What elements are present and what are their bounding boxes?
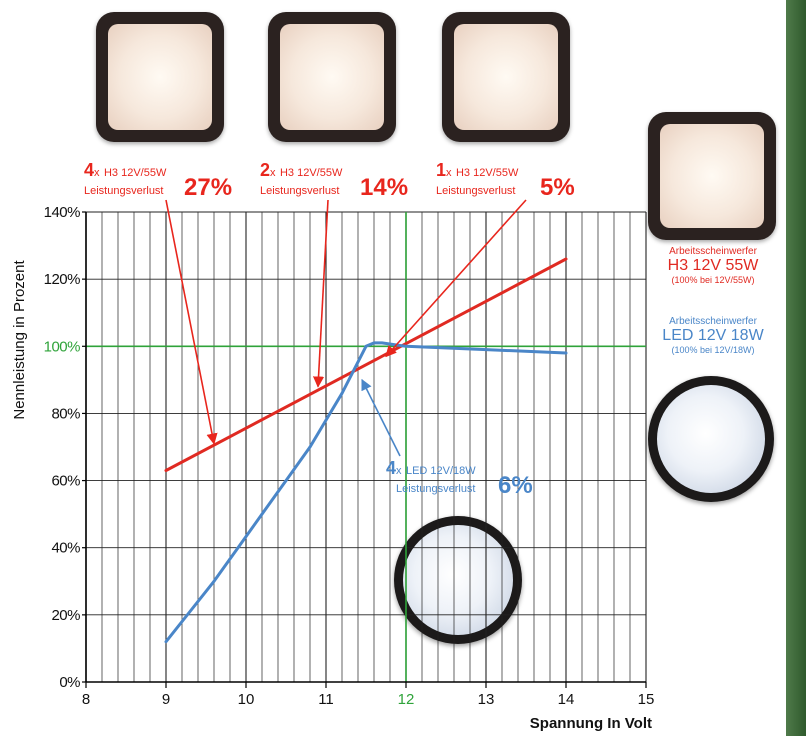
annotation-1x-h3: 1x H3 12V/55W Leistungsverlust 5% [436,160,575,201]
round-led-lamp-icon [394,516,522,644]
axes [85,212,646,683]
annotation-4x-h3: 4x H3 12V/55W Leistungsverlust 27% [84,160,233,201]
legend-note: (100% bei 12V/55W) [671,275,755,285]
side-strip [786,0,806,736]
annotation-loss-label: Leistungsverlust [84,185,164,197]
round-led-lamp-icon [648,376,774,502]
y-tick-label: 20% [51,607,80,624]
legend-led: Arbeitsscheinwerfer LED 12V 18W (100% be… [640,316,786,355]
x-tick-label: 8 [82,691,90,708]
annotation-count: 2 [260,160,271,180]
y-tick-label: 100% [44,338,81,355]
x-tick-label: 9 [162,691,170,708]
y-tick-label: 80% [51,405,80,422]
annotation-model: H3 12V/55W [103,167,167,179]
x-tick-label: 11 [318,691,334,708]
annotation-arrow [385,199,527,358]
annotation-arrows [165,199,527,457]
annotation-count: 4 [84,160,95,180]
x-tick-label: 15 [638,691,655,708]
square-halogen-lamp-icon [268,12,396,142]
annotation-model: LED 12V/18W [405,465,476,477]
annotation-value: 6% [498,472,533,499]
annotation-4x-led: 4x LED 12V/18W Leistungsverlust 6% [386,458,533,499]
annotation-loss-label: Leistungsverlust [436,185,516,197]
legend-h3: Arbeitsscheinwerfer H3 12V 55W (100% bei… [640,246,786,285]
grid [85,211,647,683]
y-tick-label: 40% [51,540,80,557]
legend-caption: Arbeitsscheinwerfer [669,316,757,327]
annotation-arrow [165,199,218,445]
tick-labels: 8 9 10 11 12 13 14 15 0% 20% 40% 60% 80% 100% 120% 140% [44,204,655,708]
annotation-2x-h3: 2x H3 12V/55W Leistungsverlust 14% [260,160,409,201]
annotation-value: 5% [540,174,575,201]
annotation-count: 4 [386,458,397,478]
annotation-loss-label: Leistungsverlust [396,483,476,495]
annotation-value: 14% [360,174,409,201]
legend-note: (100% bei 12V/18W) [671,345,755,355]
legend-model: H3 12V 55W [667,257,759,274]
annotation-arrow [312,199,329,388]
x-tick-label: 14 [558,691,575,708]
annotation-value: 27% [184,174,233,201]
annotation-count: 1 [436,160,447,180]
annotation-model: H3 12V/55W [279,167,343,179]
square-halogen-lamp-icon [648,112,776,240]
x-tick-label: 12 [398,691,415,708]
series-line-led [164,341,568,644]
annotation-model: H3 12V/55W [455,167,519,179]
square-halogen-lamp-icon [442,12,570,142]
annotation-arrow [361,378,401,457]
series-line-h3 [164,257,568,472]
reference-lines [86,212,646,682]
y-tick-label: 60% [51,473,80,490]
x-axis-label: Spannung In Volt [530,715,652,732]
legend-model: LED 12V 18W [662,327,764,344]
square-halogen-lamp-icon [96,12,224,142]
y-axis-label: Nennleistung in Prozent [11,260,28,420]
series-lines [164,257,568,644]
legend-caption: Arbeitsscheinwerfer [669,246,757,257]
y-tick-label: 140% [44,204,81,221]
y-tick-label: 0% [59,674,80,691]
x-tick-label: 10 [238,691,255,708]
annotation-loss-label: Leistungsverlust [260,185,340,197]
y-tick-label: 120% [44,271,81,288]
x-tick-label: 13 [478,691,495,708]
